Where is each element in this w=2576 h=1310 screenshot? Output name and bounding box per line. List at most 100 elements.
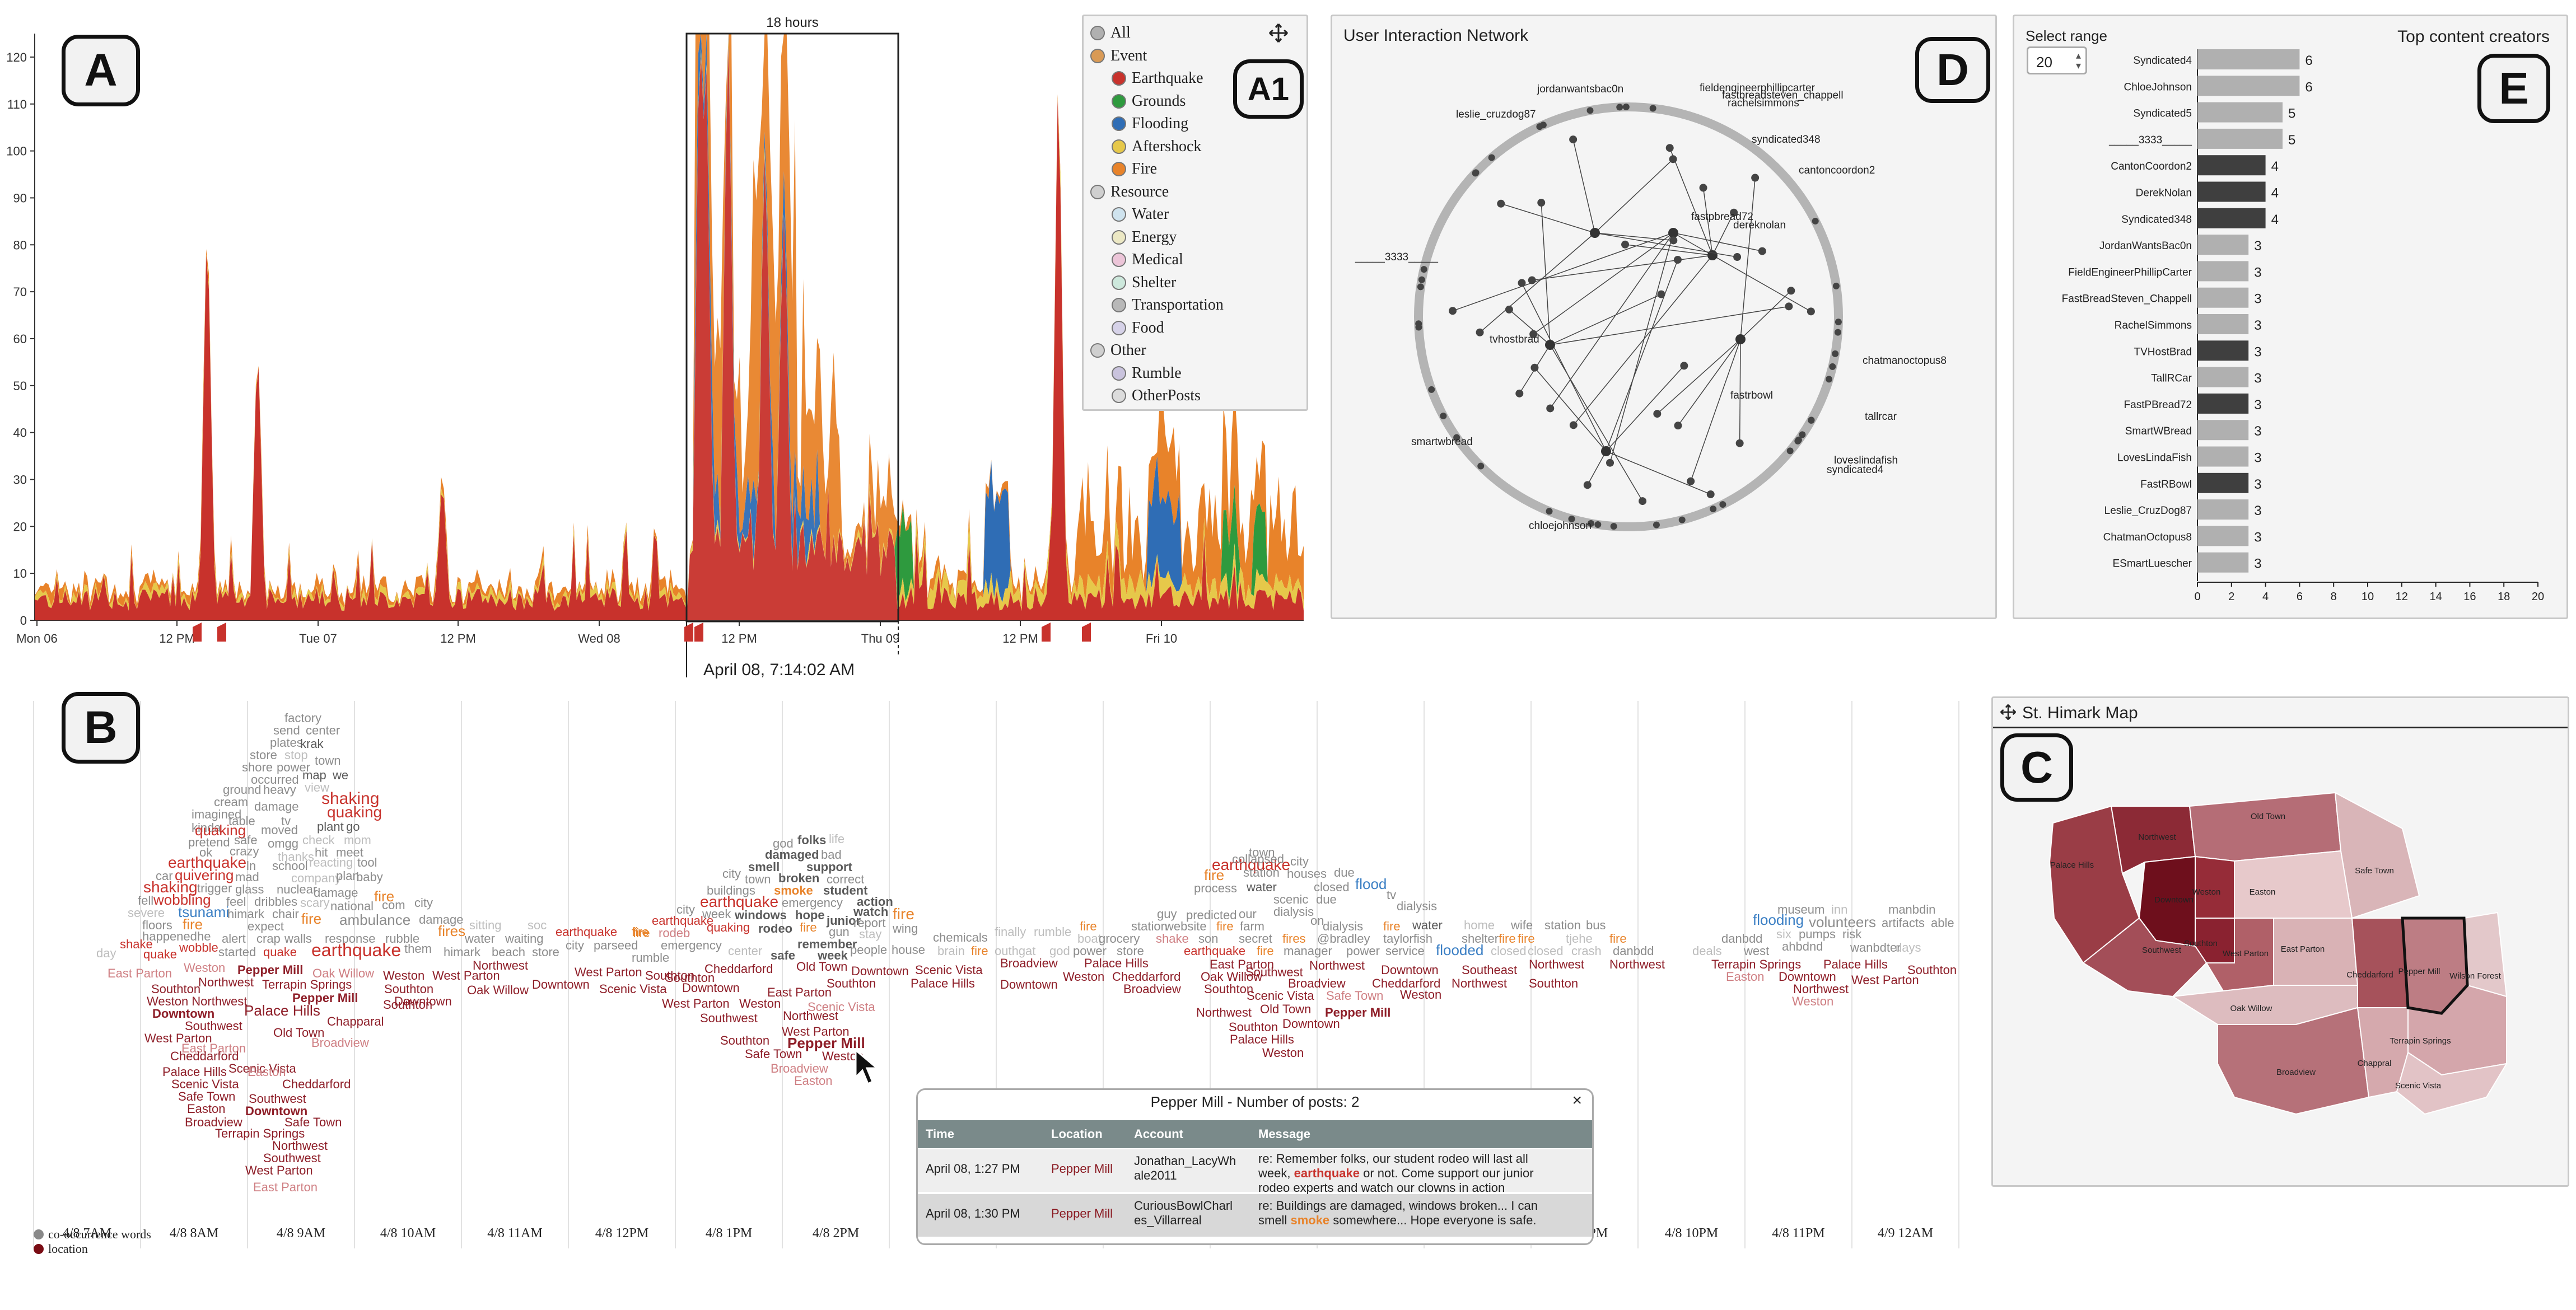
timeline-chart[interactable]: 0 10 20 30 40 50 60 70 80 90 100 110 120 Mon 06 12 PM T… (0, 0, 1322, 683)
cooccurrence-word[interactable]: fell (138, 893, 153, 907)
network-ring-node[interactable] (1415, 320, 1422, 328)
legend-item-earthquake[interactable]: Earthquake (1112, 69, 1203, 87)
cooccurrence-word[interactable]: crash (1571, 944, 1602, 958)
cooccurrence-word[interactable]: crazy (230, 844, 259, 858)
cooccurrence-word[interactable]: started (218, 945, 256, 959)
cooccurrence-word[interactable]: water (464, 932, 495, 946)
cooccurrence-word[interactable]: report (853, 916, 885, 930)
cooccurrence-word[interactable]: waiting (505, 932, 543, 946)
cooccurrence-word[interactable]: fire (1609, 932, 1627, 946)
cooccurrence-word[interactable]: predicted (1186, 908, 1237, 922)
cooccurrence-word[interactable]: boat (1077, 932, 1102, 946)
cooccurrence-word[interactable]: manager (1284, 944, 1332, 958)
map-region[interactable] (2463, 911, 2508, 998)
network-ring-node[interactable] (1616, 104, 1623, 111)
cooccurrence-word[interactable]: store (1117, 944, 1144, 958)
cooccurrence-word[interactable]: baby (356, 870, 383, 884)
creator-bar[interactable] (2197, 499, 2249, 520)
cooccurrence-word[interactable]: quaking (707, 920, 750, 934)
creator-name[interactable]: CantonCoordon2 (2111, 161, 2192, 172)
cooccurrence-word[interactable]: rubble (385, 932, 419, 946)
cooccurrence-word[interactable]: museum (1777, 902, 1824, 916)
network-node[interactable] (1546, 404, 1555, 413)
cooccurrence-word[interactable]: view (305, 780, 329, 794)
network-node[interactable] (1751, 174, 1760, 182)
network-node[interactable] (1807, 307, 1815, 316)
cooccurrence-word[interactable]: bad (821, 848, 842, 862)
event-marker[interactable] (694, 623, 703, 642)
creator-bar[interactable] (2197, 128, 2283, 149)
cooccurrence-word[interactable]: store (250, 748, 277, 762)
cooccurrence-word[interactable]: collapsed (1232, 852, 1284, 866)
network-user-label[interactable]: syndicated348 (1752, 134, 1821, 146)
location-word[interactable]: Southwest (263, 1151, 321, 1165)
cooccurrence-word[interactable]: earthquake (1212, 856, 1290, 873)
location-word[interactable]: Southton (384, 982, 433, 996)
network-ring-node[interactable] (1834, 329, 1841, 336)
cooccurrence-word[interactable]: store (532, 945, 559, 959)
map-region[interactable] (2082, 917, 2208, 998)
network-ring-node[interactable] (1812, 217, 1819, 224)
cooccurrence-word[interactable]: days (1895, 941, 1921, 955)
cooccurrence-word[interactable]: broken (778, 871, 819, 885)
event-marker[interactable] (217, 623, 226, 642)
network-ring-node[interactable] (1536, 123, 1543, 130)
location-word[interactable]: East Parton (181, 1041, 246, 1055)
cooccurrence-word[interactable]: earthquake (168, 854, 246, 871)
cooccurrence-word[interactable]: them (404, 942, 432, 956)
cooccurrence-word[interactable]: himark (227, 907, 265, 921)
location-word[interactable]: Palace Hills (1084, 956, 1149, 970)
network-ring-node[interactable] (1610, 523, 1617, 530)
location-word[interactable]: Scenic Vista (228, 1061, 296, 1075)
location-word[interactable]: Cheddarford (1372, 976, 1440, 990)
network-ring-node[interactable] (1678, 516, 1686, 523)
location-word[interactable]: Southeast (1462, 963, 1517, 977)
network-ring-node[interactable] (1477, 462, 1485, 470)
legend-item-other[interactable]: Other (1090, 341, 1146, 359)
location-word[interactable]: Downtown (1000, 977, 1058, 991)
location-word[interactable]: Terrapin Springs (262, 977, 352, 991)
location-word[interactable]: Old Town (1260, 1002, 1311, 1016)
location-word[interactable]: Cheddarford (170, 1049, 239, 1063)
legend-item-grounds[interactable]: Grounds (1112, 92, 1186, 110)
network-ring-node[interactable] (1418, 276, 1425, 283)
cooccurrence-word[interactable]: meet (336, 845, 363, 859)
cooccurrence-word[interactable]: city (414, 896, 433, 910)
location-word[interactable]: Southton (1529, 976, 1578, 990)
location-word[interactable]: Weston (383, 969, 424, 982)
cooccurrence-word[interactable]: danbdd (1613, 944, 1654, 958)
event-marker[interactable] (193, 623, 202, 642)
cooccurrence-word[interactable]: quake (263, 945, 297, 959)
cooccurrence-word[interactable]: water (1246, 880, 1277, 894)
creator-name[interactable]: ChatmanOctopus8 (2103, 531, 2192, 543)
cooccurrence-word[interactable]: power (277, 760, 310, 774)
network-ring-node[interactable] (1829, 363, 1836, 370)
cooccurrence-word[interactable]: trigger (197, 881, 232, 895)
cooccurrence-word[interactable]: happened (142, 929, 197, 943)
location-word[interactable]: Safe Town (284, 1115, 342, 1129)
cooccurrence-word[interactable]: mad (235, 870, 259, 884)
cooccurrence-word[interactable]: fire (1518, 932, 1535, 946)
legend-item-medical[interactable]: Medical (1112, 251, 1183, 269)
cooccurrence-word[interactable]: soc (528, 918, 547, 932)
creator-name[interactable]: ChloeJohnson (2124, 81, 2192, 93)
cooccurrence-word[interactable]: scary (300, 896, 330, 910)
cooccurrence-word[interactable]: chair (272, 907, 299, 921)
map-region[interactable] (2351, 918, 2409, 1008)
cooccurrence-word[interactable]: dialysis (1323, 919, 1363, 933)
location-word[interactable]: Broadview (185, 1115, 242, 1129)
cooccurrence-word[interactable]: sitting (469, 918, 501, 932)
cooccurrence-word[interactable]: go (346, 820, 360, 834)
network-node[interactable] (1569, 421, 1578, 429)
location-word[interactable]: Pepper Mill (1325, 1005, 1390, 1019)
cooccurrence-word[interactable]: factory (284, 711, 321, 725)
table-row[interactable]: April 08, 1:27 PM Pepper Mill Jonathan_L… (918, 1149, 1592, 1195)
network-node[interactable] (1476, 328, 1484, 336)
location-word[interactable]: Palace Hills (1230, 1032, 1294, 1046)
location-word[interactable]: Southton (1907, 963, 1957, 977)
creator-bar[interactable] (2197, 526, 2249, 546)
cooccurrence-word[interactable]: ambulance (339, 911, 410, 928)
map-region[interactable] (2234, 850, 2353, 919)
cooccurrence-word[interactable]: service (1385, 944, 1425, 958)
cooccurrence-word[interactable]: process (1194, 881, 1237, 895)
